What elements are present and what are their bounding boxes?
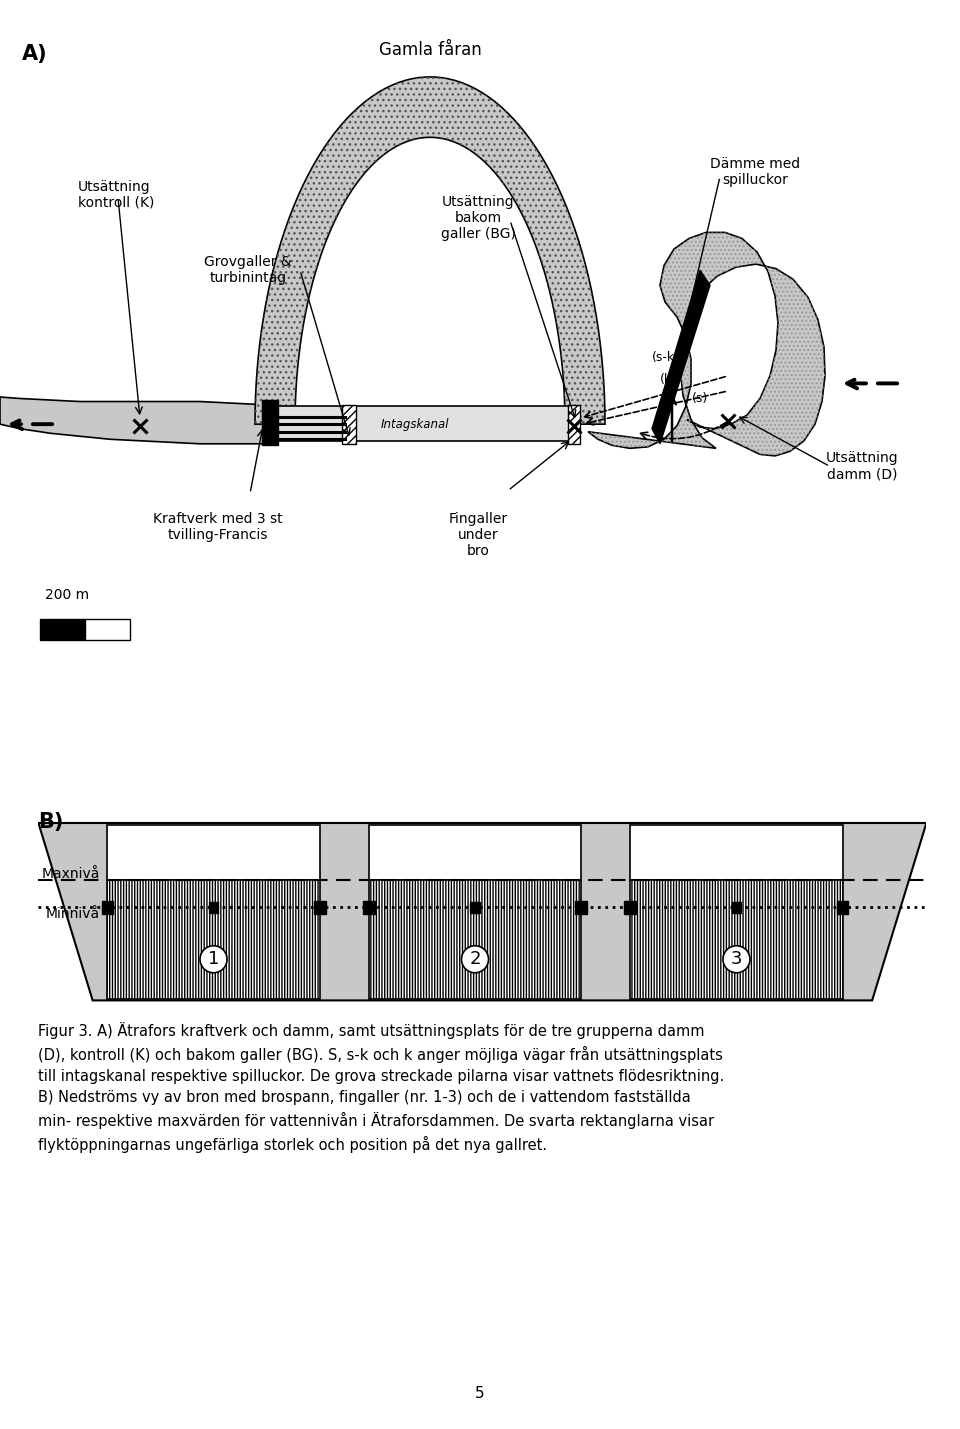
Text: Utsättning
bakom
galler (BG): Utsättning bakom galler (BG): [441, 194, 516, 242]
Text: Dämme med
spilluckor: Dämme med spilluckor: [710, 157, 800, 187]
Bar: [102, 900, 113, 913]
Text: Intagskanal: Intagskanal: [381, 417, 449, 430]
Bar: [363, 900, 374, 913]
Bar: [40, 619, 85, 640]
Polygon shape: [652, 270, 710, 444]
Text: (s-k): (s-k): [652, 350, 680, 364]
Bar: [369, 825, 581, 880]
Bar: [624, 900, 636, 913]
Polygon shape: [588, 233, 825, 456]
Bar: [262, 400, 278, 446]
Bar: [732, 902, 741, 913]
Bar: [108, 825, 320, 880]
Bar: [342, 404, 356, 444]
Text: 2: 2: [469, 950, 481, 969]
Text: Utsättning
damm (D): Utsättning damm (D): [826, 452, 899, 482]
Text: (k): (k): [660, 373, 677, 386]
Text: Gamla fåran: Gamla fåran: [378, 40, 481, 59]
Text: B): B): [38, 812, 63, 832]
Text: Fingaller
under
bro: Fingaller under bro: [448, 512, 508, 559]
Polygon shape: [38, 823, 926, 1000]
Text: Kraftverk med 3 st
tvilling-Francis: Kraftverk med 3 st tvilling-Francis: [154, 512, 283, 542]
Text: Figur 3. A) Ätrafors kraftverk och damm, samt utsättningsplats för de tre gruppe: Figur 3. A) Ätrafors kraftverk och damm,…: [38, 1022, 725, 1153]
Text: 5: 5: [475, 1386, 485, 1400]
Bar: [631, 880, 843, 999]
Bar: [108, 880, 320, 999]
Bar: [470, 902, 480, 913]
Text: Utsättning
kontroll (K): Utsättning kontroll (K): [78, 180, 155, 210]
Polygon shape: [255, 77, 605, 424]
Text: 1: 1: [208, 950, 219, 969]
Text: 3: 3: [731, 950, 742, 969]
Bar: [575, 900, 587, 913]
Bar: [836, 900, 849, 913]
Bar: [568, 404, 580, 444]
Text: (s): (s): [692, 392, 708, 404]
Bar: [369, 880, 581, 999]
Bar: [314, 900, 325, 913]
Bar: [275, 406, 575, 440]
Text: 200 m: 200 m: [45, 589, 89, 603]
Bar: [85, 619, 130, 640]
Bar: [631, 825, 843, 880]
Text: Minnivå: Minnivå: [45, 907, 100, 922]
Bar: [208, 902, 219, 913]
Text: Maxnivå: Maxnivå: [41, 867, 100, 882]
Polygon shape: [0, 397, 275, 444]
Text: A): A): [22, 44, 48, 64]
Text: Grovgaller &
turbinintag: Grovgaller & turbinintag: [204, 254, 292, 286]
